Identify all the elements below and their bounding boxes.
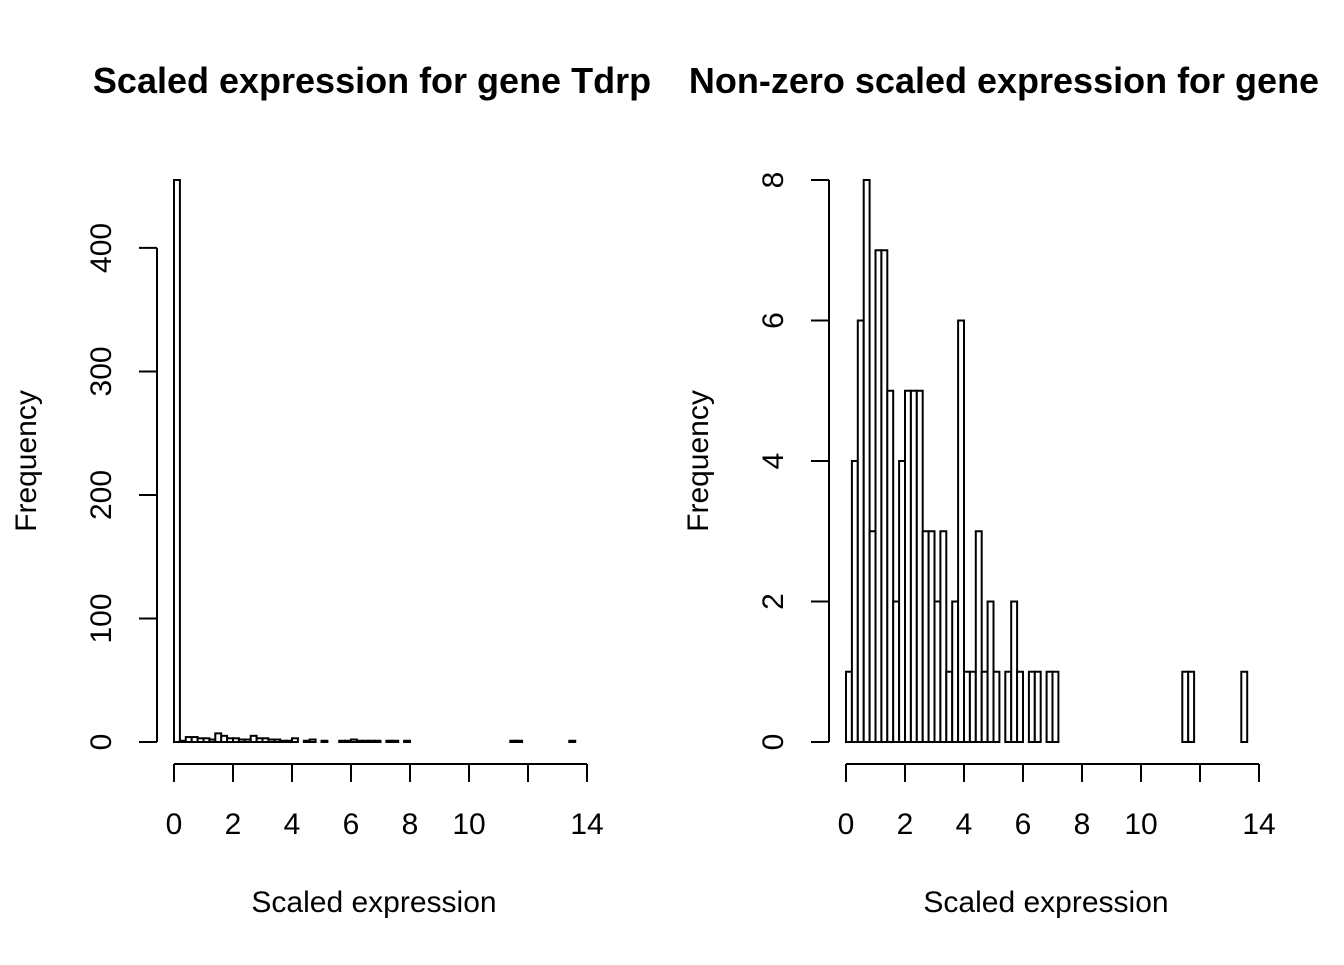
histogram-bar: [992, 670, 1001, 743]
histogram-bar: [391, 739, 400, 743]
x-tick-label: 0: [166, 808, 183, 841]
y-tick-label: 100: [85, 593, 118, 643]
histogram-bar: [173, 179, 181, 743]
y-tick-label: 8: [757, 172, 790, 189]
histogram-panel-nonzero: Non-zero scaled expression for gene Scal…: [682, 60, 1319, 919]
histogram-bar: [568, 739, 577, 743]
y-tick-label: 400: [85, 223, 118, 273]
histogram-bar: [1051, 670, 1060, 743]
x-tick-label: 2: [897, 808, 914, 841]
x-tick-label: 8: [402, 808, 419, 841]
chart-title: Scaled expression for gene Tdrp: [93, 60, 651, 101]
x-tick-label: 4: [956, 808, 973, 841]
histogram-bar: [291, 737, 299, 743]
bar-group: [845, 179, 1249, 743]
histogram-bar: [939, 530, 948, 743]
chart-title: Non-zero scaled expression for gene: [689, 60, 1319, 101]
y-tick-label: 0: [85, 734, 118, 751]
histogram-bar: [974, 530, 983, 743]
y-tick-label: 6: [757, 312, 790, 329]
histogram-bar: [862, 179, 871, 743]
histogram-panel-all: Scaled expression for gene Tdrp Scaled e…: [10, 60, 651, 919]
y-tick-label: 2: [757, 593, 790, 610]
x-tick-label: 14: [1242, 808, 1275, 841]
x-axis-label: Scaled expression: [251, 886, 496, 919]
histogram-bar: [320, 739, 329, 743]
x-tick-label: 4: [284, 808, 301, 841]
histogram-bar: [1240, 670, 1249, 743]
x-tick-label: 0: [838, 808, 855, 841]
y-axis-label: Frequency: [682, 390, 715, 532]
histogram-bar: [515, 739, 524, 743]
histogram-bar: [308, 738, 317, 743]
x-tick-label: 6: [343, 808, 360, 841]
x-tick-label: 8: [1074, 808, 1091, 841]
y-tick-label: 4: [757, 453, 790, 470]
axes: 0 2 4 6 8 10 14 0 100 200 300 400: [85, 223, 604, 841]
histogram-bar: [886, 389, 895, 743]
y-tick-label: 200: [85, 470, 118, 520]
x-axis-label: Scaled expression: [923, 886, 1168, 919]
histogram-bar: [403, 739, 412, 743]
y-axis-label: Frequency: [10, 390, 43, 532]
y-tick-label: 0: [757, 734, 790, 751]
histogram-bar: [1033, 670, 1042, 743]
bar-group: [173, 179, 577, 743]
x-tick-label: 2: [225, 808, 242, 841]
histogram-bar: [1187, 670, 1196, 743]
y-tick-label: 300: [85, 346, 118, 396]
axes: 0 2 4 6 8 10 14 0 2 4 6 8: [757, 172, 1276, 841]
x-tick-label: 10: [452, 808, 485, 841]
histogram-bar: [1016, 670, 1024, 743]
histogram-bar: [373, 739, 382, 743]
histogram-bar: [957, 319, 965, 743]
x-tick-label: 6: [1015, 808, 1032, 841]
x-tick-label: 14: [570, 808, 603, 841]
x-tick-label: 10: [1124, 808, 1157, 841]
